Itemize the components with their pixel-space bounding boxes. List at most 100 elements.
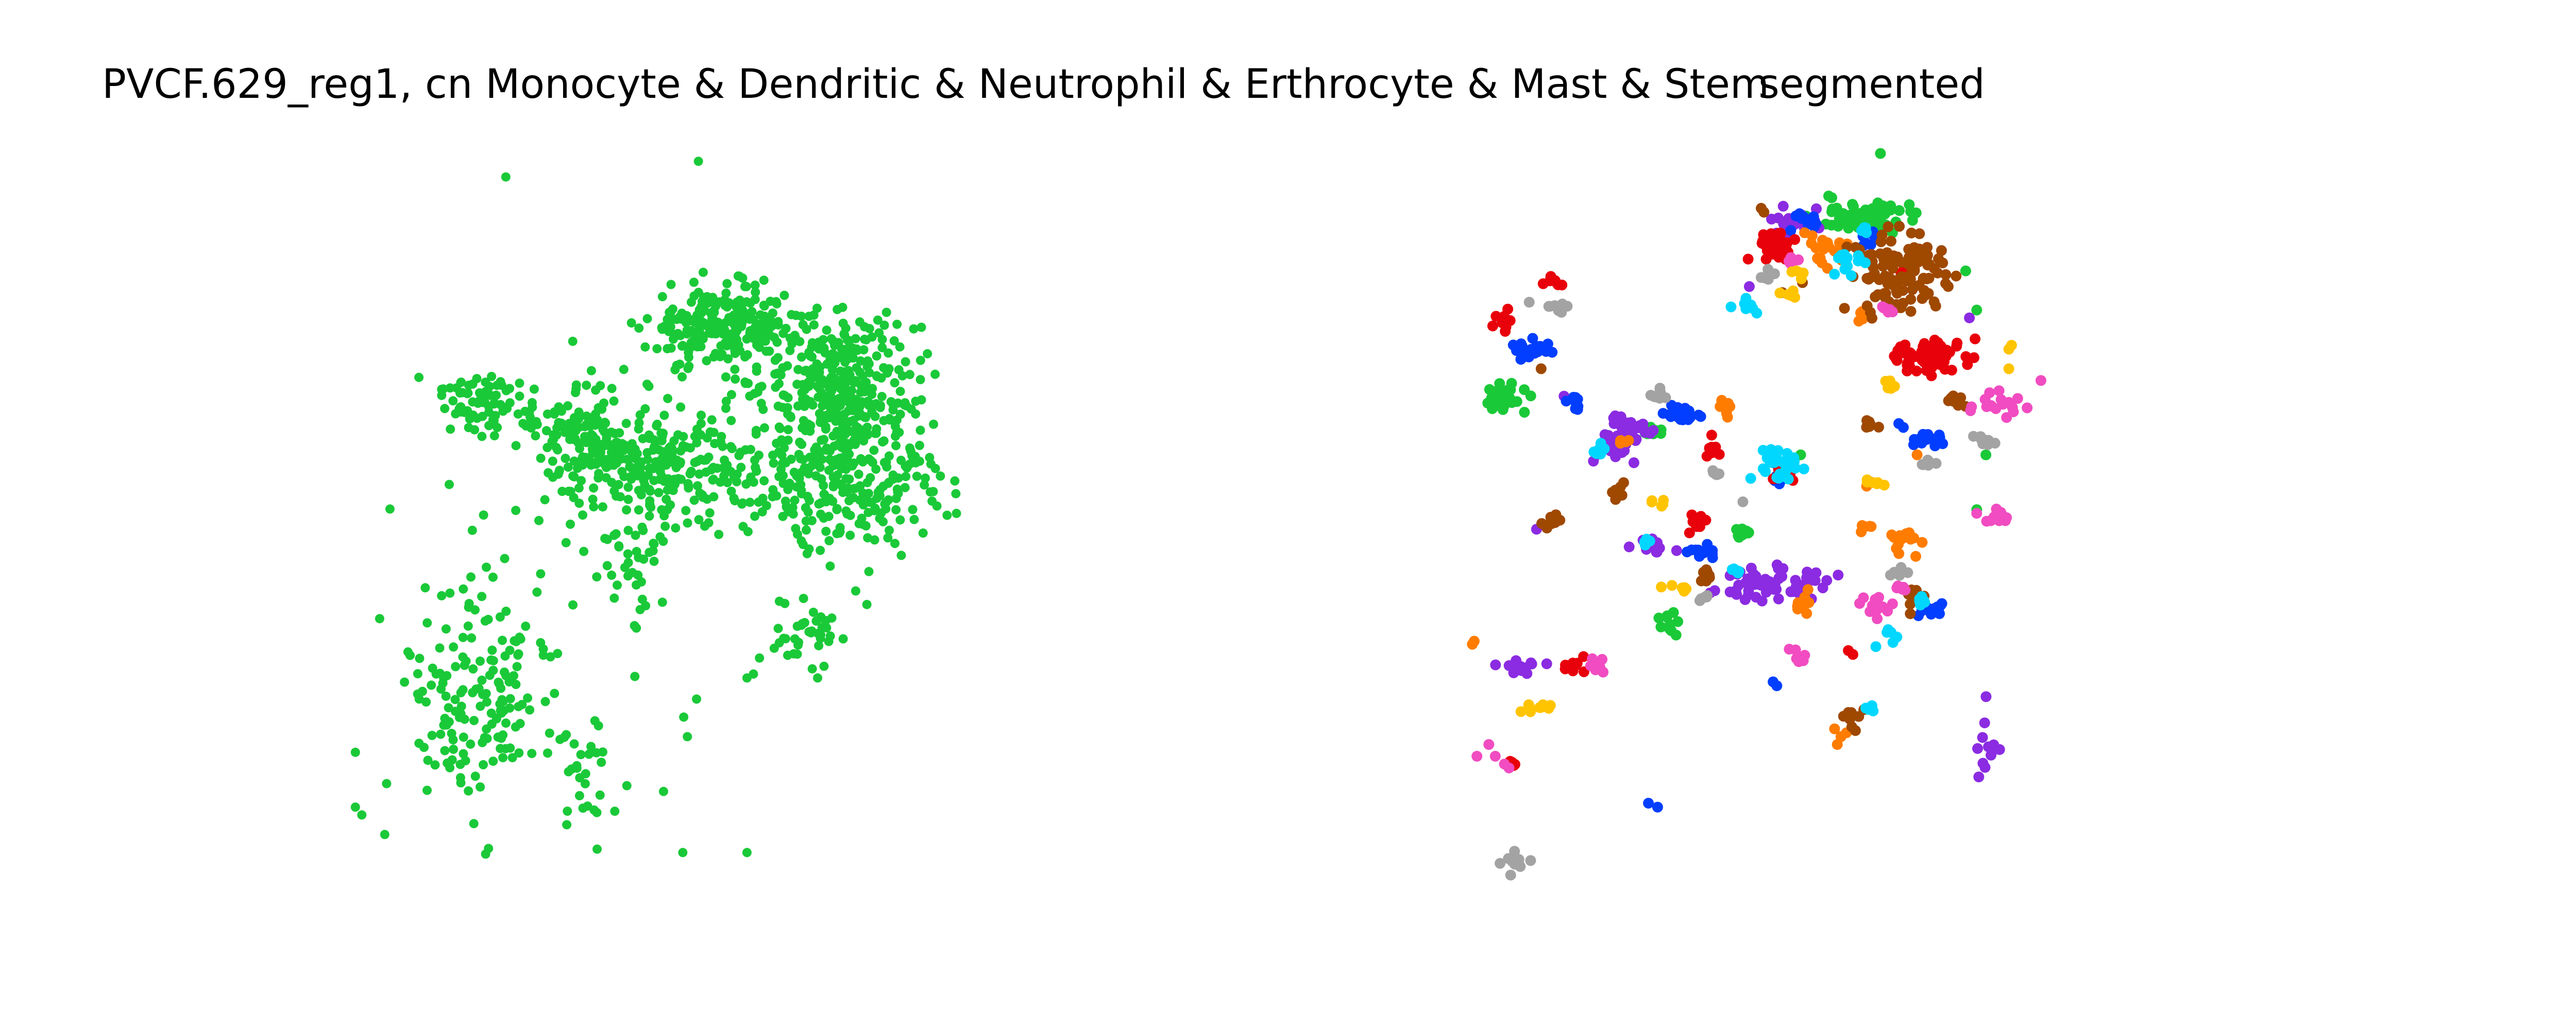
scatter-point: [856, 387, 866, 397]
scatter-point: [861, 521, 871, 531]
scatter-point: [1801, 608, 1812, 619]
scatter-point: [859, 345, 869, 355]
scatter-point: [923, 349, 933, 358]
scatter-point: [754, 450, 764, 460]
scatter-point: [1918, 346, 1929, 357]
scatter-point: [602, 561, 612, 571]
scatter-point: [543, 748, 552, 758]
scatter-point: [726, 487, 736, 496]
scatter-point: [799, 594, 808, 603]
scatter-point: [1639, 538, 1651, 549]
scatter-point: [1487, 320, 1498, 332]
scatter-point: [1540, 346, 1552, 357]
scatter-point: [668, 304, 677, 314]
scatter-point: [630, 444, 640, 454]
scatter-point: [750, 280, 760, 290]
scatter-point: [532, 587, 542, 597]
scatter-point: [810, 445, 820, 455]
scatter-point: [1895, 302, 1907, 314]
scatter-point: [844, 441, 854, 451]
scatter-point: [1928, 296, 1940, 307]
scatter-point: [1541, 522, 1552, 534]
scatter-point: [444, 703, 453, 713]
scatter-point: [693, 157, 703, 166]
scatter-point: [496, 683, 506, 693]
scatter-point: [1706, 430, 1717, 441]
scatter-point: [1561, 396, 1572, 407]
scatter-point: [783, 425, 793, 435]
scatter-point: [442, 671, 452, 680]
scatter-point: [730, 365, 740, 374]
scatter-point: [679, 712, 689, 722]
scatter-point: [623, 483, 633, 492]
scatter-point: [726, 390, 736, 400]
scatter-point: [650, 435, 659, 445]
scatter-point: [1894, 205, 1905, 216]
scatter-point: [1853, 316, 1865, 327]
scatter-point: [855, 317, 865, 327]
scatter-point: [1978, 436, 1990, 448]
scatter-point: [820, 490, 829, 500]
scatter-point: [1863, 704, 1874, 715]
scatter-point: [772, 491, 782, 501]
scatter-point: [1728, 563, 1740, 575]
scatter-series: [1471, 252, 2046, 774]
scatter-point: [870, 535, 879, 545]
scatter-point: [1773, 573, 1785, 585]
scatter-point: [775, 424, 785, 434]
scatter-point: [598, 747, 607, 757]
scatter-point: [1468, 636, 1480, 647]
scatter-point: [778, 329, 788, 338]
scatter-point: [467, 633, 477, 643]
scatter-point: [458, 632, 468, 642]
scatter-point: [849, 458, 859, 468]
right-panel-title: segmented: [1758, 61, 1985, 108]
scatter-point: [592, 844, 602, 854]
scatter-point: [649, 556, 659, 566]
scatter-point: [464, 599, 474, 608]
scatter-point: [1946, 365, 1957, 376]
scatter-point: [1864, 418, 1875, 429]
scatter-point: [1945, 392, 1957, 404]
scatter-point: [929, 419, 938, 429]
scatter-point: [901, 461, 910, 471]
scatter-point: [640, 342, 650, 352]
scatter-point: [822, 325, 832, 335]
scatter-point: [816, 545, 825, 555]
scatter-point: [403, 647, 413, 657]
scatter-point: [589, 502, 599, 512]
scatter-point: [1771, 583, 1782, 595]
scatter-point: [645, 547, 654, 557]
scatter-point: [877, 391, 887, 401]
scatter-point: [1743, 281, 1755, 292]
scatter-point: [1936, 245, 1947, 256]
scatter-point: [838, 302, 848, 312]
scatter-point: [658, 453, 667, 462]
scatter-point: [448, 735, 458, 745]
scatter-point: [659, 321, 669, 331]
scatter-point: [1937, 258, 1948, 268]
scatter-point: [488, 656, 498, 665]
scatter-point: [1742, 253, 1754, 265]
scatter-point: [1897, 581, 1909, 593]
scatter-point: [477, 592, 487, 602]
scatter-point: [738, 498, 748, 508]
scatter-point: [908, 505, 918, 514]
scatter-point: [914, 440, 924, 450]
scatter-point: [1507, 661, 1518, 673]
scatter-point: [575, 773, 585, 783]
scatter-point: [574, 483, 584, 493]
scatter-point: [722, 279, 732, 288]
scatter-point: [759, 276, 769, 285]
scatter-point: [916, 355, 925, 365]
scatter-point: [1737, 496, 1749, 507]
scatter-point: [829, 396, 839, 405]
scatter-point: [884, 477, 894, 487]
scatter-point: [1979, 717, 1990, 729]
scatter-point: [1995, 394, 2007, 405]
scatter-point: [681, 442, 691, 452]
scatter-point: [1490, 659, 1501, 671]
scatter-point: [562, 820, 572, 830]
scatter-point: [677, 308, 687, 318]
scatter-point: [1833, 570, 1844, 581]
